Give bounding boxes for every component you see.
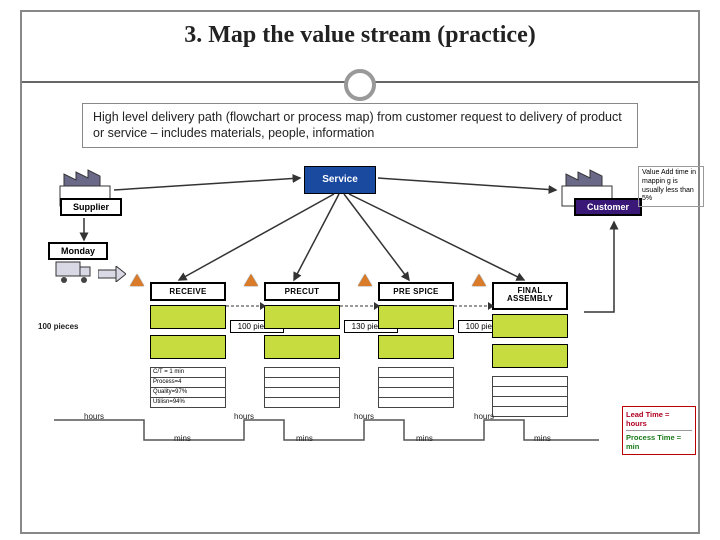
step-header: PRECUT [264, 282, 340, 301]
step-greenbox [264, 305, 340, 329]
hours-label: hours [474, 412, 494, 421]
page-title: 3. Map the value stream (practice) [22, 22, 698, 49]
hours-label: hours [354, 412, 374, 421]
push-arrow-icon [340, 300, 380, 312]
hours-label: hours [234, 412, 254, 421]
circle-icon [344, 69, 376, 101]
mins-label: mins [174, 434, 191, 443]
databox: C/T = 1 min Process=4 Quality=97% Utilis… [150, 367, 226, 408]
customer-label: Customer [574, 198, 642, 216]
inventory-triangle-icon [130, 274, 144, 286]
hours-label: hours [84, 412, 104, 421]
mins-label: mins [534, 434, 551, 443]
divider [22, 67, 698, 97]
step-greenbox [378, 305, 454, 329]
legend-process: Process Time = min [626, 433, 692, 451]
step-greenbox [378, 335, 454, 359]
step-header: RECEIVE [150, 282, 226, 301]
value-add-note: Value Add time in mappin g is usually le… [638, 166, 704, 207]
subtitle: High level delivery path (flowchart or p… [82, 103, 638, 148]
push-arrow-icon [226, 300, 266, 312]
step-greenbox [264, 335, 340, 359]
databox [264, 367, 340, 408]
mins-label: mins [296, 434, 313, 443]
step-greenbox [150, 305, 226, 329]
inventory-triangle-icon [244, 274, 258, 286]
step-header: PRE SPICE [378, 282, 454, 301]
databox [378, 367, 454, 408]
mins-label: mins [416, 434, 433, 443]
push-arrow-icon [454, 300, 494, 312]
left-pieces: 100 pieces [38, 322, 78, 331]
supplier-label: Supplier [60, 198, 122, 216]
truck-icon [54, 260, 98, 286]
step-greenbox [492, 344, 568, 368]
vsm-diagram: Supplier Service Customer Value Add time… [34, 162, 686, 522]
legend-box: Lead Time = hours Process Time = min [622, 406, 696, 455]
push-arrow-icon [98, 266, 126, 282]
monday-label: Monday [48, 242, 108, 260]
inventory-triangle-icon [358, 274, 372, 286]
step-greenbox [150, 335, 226, 359]
step-greenbox [492, 314, 568, 338]
service-node: Service [304, 166, 376, 194]
timeline-ladder-icon [54, 410, 614, 450]
step-header: FINAL ASSEMBLY [492, 282, 568, 310]
inventory-triangle-icon [472, 274, 486, 286]
legend-lead: Lead Time = hours [626, 410, 692, 428]
